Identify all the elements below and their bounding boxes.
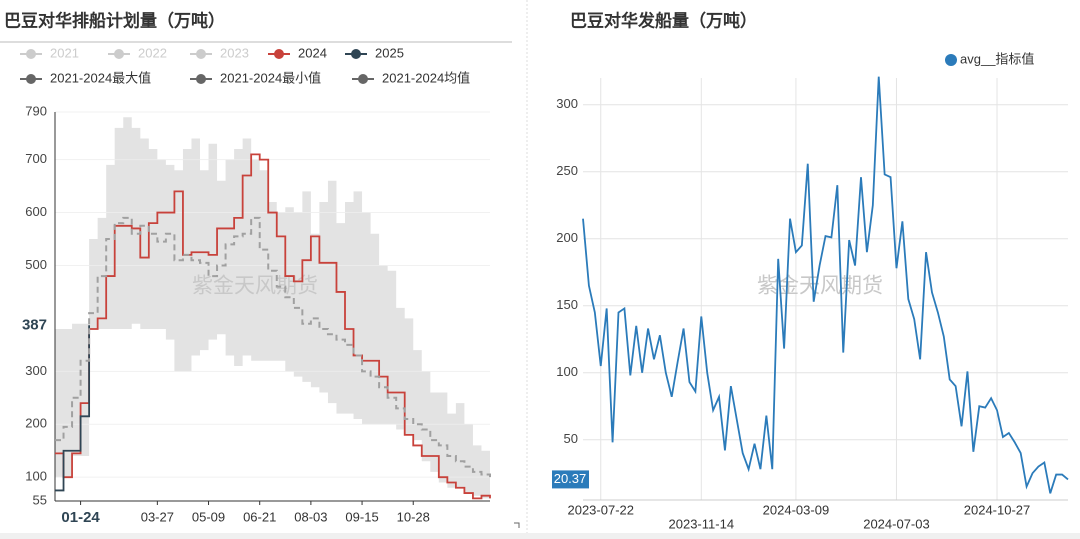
legend-marker xyxy=(26,49,36,59)
x-tick-label: 10-28 xyxy=(397,509,430,524)
series-line xyxy=(582,76,1069,494)
legend-label: 2022 xyxy=(138,45,167,60)
y-pointer-label: 387 xyxy=(22,316,47,333)
y-tick-label: 600 xyxy=(25,204,47,219)
x-tick-label: 09-15 xyxy=(345,509,378,524)
legend-marker xyxy=(274,49,284,59)
y-tick-label: 200 xyxy=(556,230,578,245)
x-tick-label: 03-27 xyxy=(141,509,174,524)
legend-label: 2025 xyxy=(375,45,404,60)
legend-label: 2021-2024均值 xyxy=(382,70,470,85)
y-tick-label: 50 xyxy=(564,431,578,446)
y-tick-label: 500 xyxy=(25,257,47,272)
legend-marker xyxy=(114,49,124,59)
y-tick-label: 200 xyxy=(25,416,47,431)
series-line xyxy=(55,153,491,500)
legend-label: 2021-2024最小值 xyxy=(220,70,321,85)
legend-label: 2023 xyxy=(220,45,249,60)
legend-marker xyxy=(351,49,361,59)
footer-strip xyxy=(0,533,1080,539)
y-pointer-box xyxy=(552,470,589,489)
y-tick-label: 700 xyxy=(25,151,47,166)
legend-marker xyxy=(196,49,206,59)
y-tick-label: 100 xyxy=(556,364,578,379)
x-tick-label: 2024-03-09 xyxy=(763,502,830,517)
x-tick-label: 06-21 xyxy=(243,509,276,524)
series-line xyxy=(55,216,491,478)
y-tick-label: 100 xyxy=(25,469,47,484)
legend-label: 2021-2024最大值 xyxy=(50,70,151,85)
y-pointer-label: 20.37 xyxy=(554,471,587,486)
watermark: 紫金天风期货 xyxy=(757,275,883,298)
y-tick-label: 55 xyxy=(33,492,47,507)
y-tick-label: 150 xyxy=(556,297,578,312)
legend-marker xyxy=(945,54,957,66)
x-tick-label: 2024-10-27 xyxy=(964,502,1031,517)
x-tick-label: 2024-07-03 xyxy=(863,516,930,531)
chart-title: 巴豆对华发船量（万吨） xyxy=(570,10,757,30)
y-tick-label: 300 xyxy=(556,96,578,111)
legend-marker xyxy=(196,74,206,84)
y-tick-label: 300 xyxy=(25,363,47,378)
legend-marker xyxy=(26,74,36,84)
chart-title: 巴豆对华排船计划量（万吨） xyxy=(4,10,225,30)
legend-marker xyxy=(358,74,368,84)
series-line xyxy=(55,325,91,492)
x-tick-label: 08-03 xyxy=(294,509,327,524)
band-area xyxy=(55,323,490,501)
legend-label: avg__指标值 xyxy=(960,51,1034,66)
legend-label: 2024 xyxy=(298,45,327,60)
y-tick-label: 790 xyxy=(25,103,47,118)
x-tick-label: 05-09 xyxy=(192,509,225,524)
x-tick-label: 2023-11-14 xyxy=(669,516,735,531)
y-tick-label: 250 xyxy=(556,163,578,178)
legend-label: 2021 xyxy=(50,45,79,60)
x-tick-label: 2023-07-22 xyxy=(567,502,634,517)
resize-corner xyxy=(514,522,520,528)
watermark: 紫金天风期货 xyxy=(192,275,318,298)
x-pointer-label: 01-24 xyxy=(61,509,100,526)
